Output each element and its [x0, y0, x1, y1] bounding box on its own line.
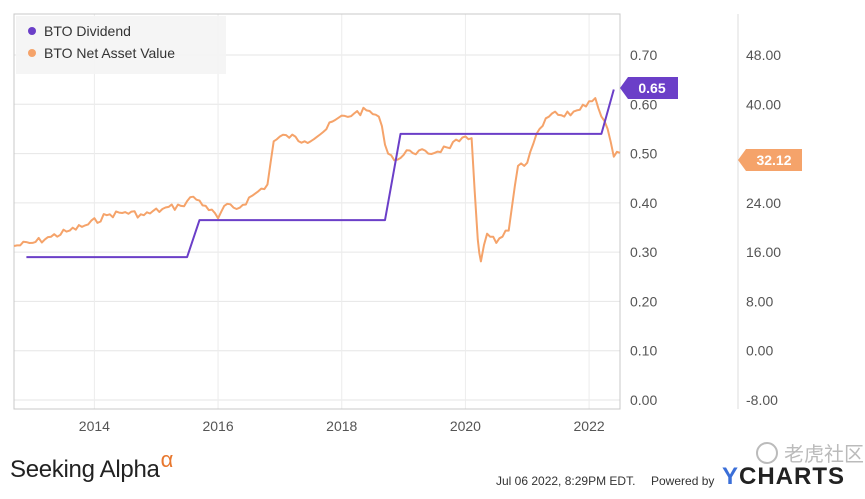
- legend-box: [16, 16, 226, 74]
- y-right-tick-label: 16.00: [746, 244, 781, 260]
- gridlines: [14, 14, 620, 409]
- y-left-tick-label: 0.60: [630, 96, 657, 112]
- end-value-badges: 0.65 32.12: [620, 77, 802, 171]
- y-left-tick-label: 0.00: [630, 392, 657, 408]
- legend-label-dividend: BTO Dividend: [44, 23, 131, 39]
- x-axis-ticks: 2014 2016 2018 2020 2022: [79, 418, 605, 434]
- ycharts-logo-y: Y: [722, 463, 740, 490]
- series-line-dividend: [26, 89, 615, 259]
- y-left-tick-label: 0.10: [630, 343, 657, 359]
- series-lines: [13, 89, 621, 263]
- legend-marker-nav: [28, 49, 36, 57]
- watermark-text: 老虎社区: [784, 444, 864, 466]
- x-tick-label: 2020: [450, 418, 481, 434]
- ycharts-logo: YCHARTS: [722, 463, 845, 491]
- y-left-tick-label: 0.50: [630, 146, 657, 162]
- y-right-tick-label: 0.00: [746, 343, 773, 359]
- x-tick-label: 2022: [574, 418, 605, 434]
- brand-alpha-symbol: α: [160, 447, 174, 472]
- y-right-tick-label: 24.00: [746, 195, 781, 211]
- legend-label-nav: BTO Net Asset Value: [44, 45, 175, 61]
- end-label-nav: 32.12: [756, 152, 791, 168]
- y-left-tick-label: 0.30: [630, 244, 657, 260]
- y-right-tick-label: -8.00: [746, 392, 778, 408]
- powered-by-label: Powered by: [651, 474, 715, 488]
- end-badge-dividend: [620, 77, 678, 99]
- y-left-tick-label: 0.20: [630, 293, 657, 309]
- timestamp: Jul 06 2022, 8:29PM EDT.: [496, 474, 636, 488]
- x-tick-label: 2018: [326, 418, 357, 434]
- y-right-tick-label: 8.00: [746, 293, 773, 309]
- x-tick-label: 2014: [79, 418, 110, 434]
- series-line-nav: [13, 97, 621, 263]
- watermark-icon: [756, 442, 778, 464]
- ycharts-logo-text: CHARTS: [739, 463, 846, 490]
- y-axis-left-ticks: 0.00 0.10 0.20 0.30 0.40 0.50 0.60 0.70: [630, 47, 657, 408]
- end-badge-nav: [738, 149, 802, 171]
- y-left-tick-label: 0.40: [630, 195, 657, 211]
- y-right-tick-label: 40.00: [746, 96, 781, 112]
- legend: BTO Dividend BTO Net Asset Value: [16, 16, 226, 74]
- legend-marker-dividend: [28, 27, 36, 35]
- plot-border: [13, 13, 621, 410]
- watermark: 老虎社区: [756, 438, 864, 467]
- brand-name: Seeking Alpha: [10, 456, 160, 483]
- seeking-alpha-logo: Seeking Alphaα: [10, 447, 173, 484]
- x-tick-label: 2016: [202, 418, 233, 434]
- y-right-tick-label: 48.00: [746, 47, 781, 63]
- y-left-tick-label: 0.70: [630, 47, 657, 63]
- end-label-dividend: 0.65: [638, 80, 665, 96]
